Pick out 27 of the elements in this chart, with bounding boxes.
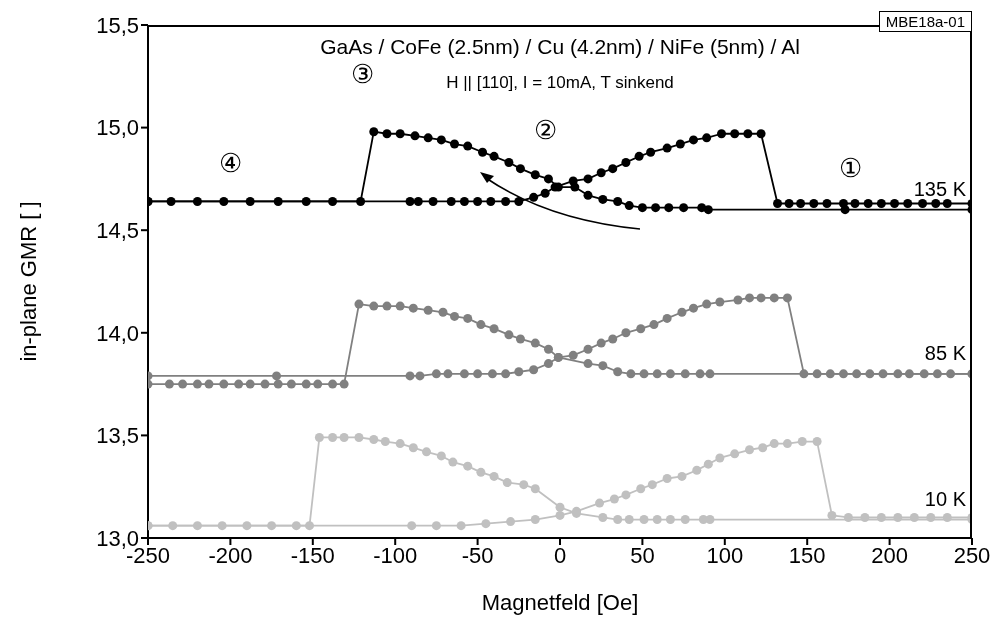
x-tick-label: -50 xyxy=(461,542,494,568)
y-tick-label: 15,0 xyxy=(96,115,139,141)
annotation: ③ xyxy=(350,59,374,89)
x-axis-title: Magnetfeld [Oe] xyxy=(481,590,639,615)
x-tick-label: 250 xyxy=(953,542,991,568)
series-label: 10 K xyxy=(924,487,967,510)
x-tick-label: 150 xyxy=(788,542,826,568)
y-tick-label: 13,5 xyxy=(96,423,139,449)
series-label: 85 K xyxy=(924,341,967,364)
text: H || [110], I = 10mA, T sinkend xyxy=(446,73,674,92)
y-tick-label: 15,5 xyxy=(96,12,139,38)
y-tick-label: 14,0 xyxy=(96,320,139,346)
x-tick-label: -200 xyxy=(208,542,253,568)
annotation: MBE18a-01 xyxy=(878,11,972,32)
y-axis-title: in-plane GMR [ ] xyxy=(15,201,41,362)
x-tick-label: 0 xyxy=(553,542,567,568)
annotation: ② xyxy=(533,115,557,145)
x-tick-label: 100 xyxy=(706,542,744,568)
x-tick-label: -150 xyxy=(290,542,335,568)
text: GaAs / CoFe (2.5nm) / Cu (4.2nm) / NiFe (5nm) / Al xyxy=(319,35,801,59)
x-tick-label: 50 xyxy=(630,542,655,568)
y-tick-label: 14,5 xyxy=(96,218,139,244)
annotation: ① xyxy=(838,153,862,183)
series-label: 135 K xyxy=(913,177,967,200)
x-tick-label: -100 xyxy=(373,542,418,568)
annotation: ④ xyxy=(218,148,242,178)
x-tick-label: 200 xyxy=(871,542,908,568)
